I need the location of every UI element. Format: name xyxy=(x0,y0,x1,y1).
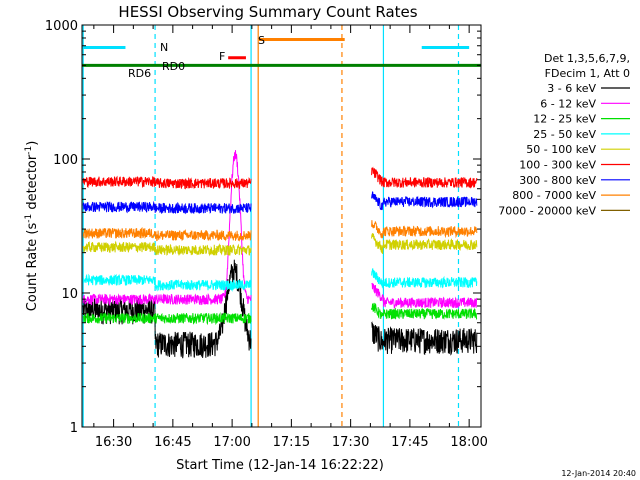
legend-entry-5: 100 - 300 keV xyxy=(519,159,596,172)
y-tick-label-2: 100 xyxy=(53,153,78,168)
legend: Det 1,3,5,6,7,9, FDecim 1, Att 0 3 - 6 k… xyxy=(498,52,630,217)
flag-label-s: S xyxy=(258,34,265,47)
series-line-6-0 xyxy=(82,200,252,215)
plot-area: N RD0 RD6 F S xyxy=(82,25,481,427)
legend-entry-6: 300 - 800 keV xyxy=(519,174,596,187)
y-axis-label-end: ) xyxy=(25,141,40,146)
series-line-5-0 xyxy=(82,175,252,190)
series-line-7-0 xyxy=(82,227,252,242)
y-tick-label-1: 10 xyxy=(61,287,78,302)
series-line-0-1 xyxy=(371,321,478,356)
y-axis-label-mid: detector xyxy=(25,154,40,214)
x-tick-label-0: 16:30 xyxy=(95,435,132,450)
footer-timestamp: 12-Jan-2014 20:40 xyxy=(561,469,636,478)
axes: 16:30 16:45 17:00 17:15 17:30 17:45 18:00 1 10 10… xyxy=(45,19,488,450)
flag-label-rd6: RD6 xyxy=(128,67,151,80)
legend-entry-4: 50 - 100 keV xyxy=(526,143,596,156)
series-line-1-0 xyxy=(82,150,252,307)
y-axis-label: Count Rate (s-1 detector-1) xyxy=(24,141,40,312)
y-tick-label-3: 1000 xyxy=(45,19,78,34)
flag-label-rd0: RD0 xyxy=(162,60,185,73)
x-tick-label-3: 17:15 xyxy=(273,435,310,450)
legend-entry-3: 25 - 50 keV xyxy=(533,128,596,141)
series-line-3-0 xyxy=(83,273,252,292)
legend-header-1: Det 1,3,5,6,7,9, xyxy=(544,52,630,65)
series-line-3-1 xyxy=(371,268,478,289)
flag-label-n: N xyxy=(160,41,168,54)
x-tick-label-4: 17:30 xyxy=(332,435,369,450)
legend-entry-2: 12 - 25 keV xyxy=(533,113,596,126)
y-axis-label-sup1: -1 xyxy=(24,214,34,223)
legend-entry-0: 3 - 6 keV xyxy=(547,82,596,95)
legend-entry-7: 800 - 7000 keV xyxy=(512,189,596,202)
series-line-2-0 xyxy=(82,311,252,326)
series-line-2-1 xyxy=(371,302,478,321)
y-axis-label-main: Count Rate (s xyxy=(25,223,40,312)
legend-entry-8: 7000 - 20000 keV xyxy=(498,204,596,217)
plot-frame xyxy=(81,24,482,428)
series-line-1-1 xyxy=(371,282,478,309)
legend-header-2: FDecim 1, Att 0 xyxy=(545,67,630,80)
x-axis-label: Start Time (12-Jan-14 16:22:22) xyxy=(176,458,384,473)
series-line-6-1 xyxy=(371,191,478,211)
x-tick-label-2: 17:00 xyxy=(213,435,250,450)
series-line-7-1 xyxy=(371,220,478,239)
legend-entry-1: 6 - 12 keV xyxy=(540,97,596,110)
x-tick-label-1: 16:45 xyxy=(154,435,191,450)
x-tick-label-5: 17:45 xyxy=(391,435,428,450)
series-line-4-0 xyxy=(82,240,252,257)
flag-label-f: F xyxy=(219,50,225,63)
x-tick-label-6: 18:00 xyxy=(450,435,487,450)
series-line-4-1 xyxy=(371,233,478,254)
y-tick-label-0: 1 xyxy=(70,421,78,436)
chart-title: HESSI Observing Summary Count Rates xyxy=(118,3,417,21)
y-axis-label-sup2: -1 xyxy=(24,146,34,155)
series-line-5-1 xyxy=(371,166,478,189)
